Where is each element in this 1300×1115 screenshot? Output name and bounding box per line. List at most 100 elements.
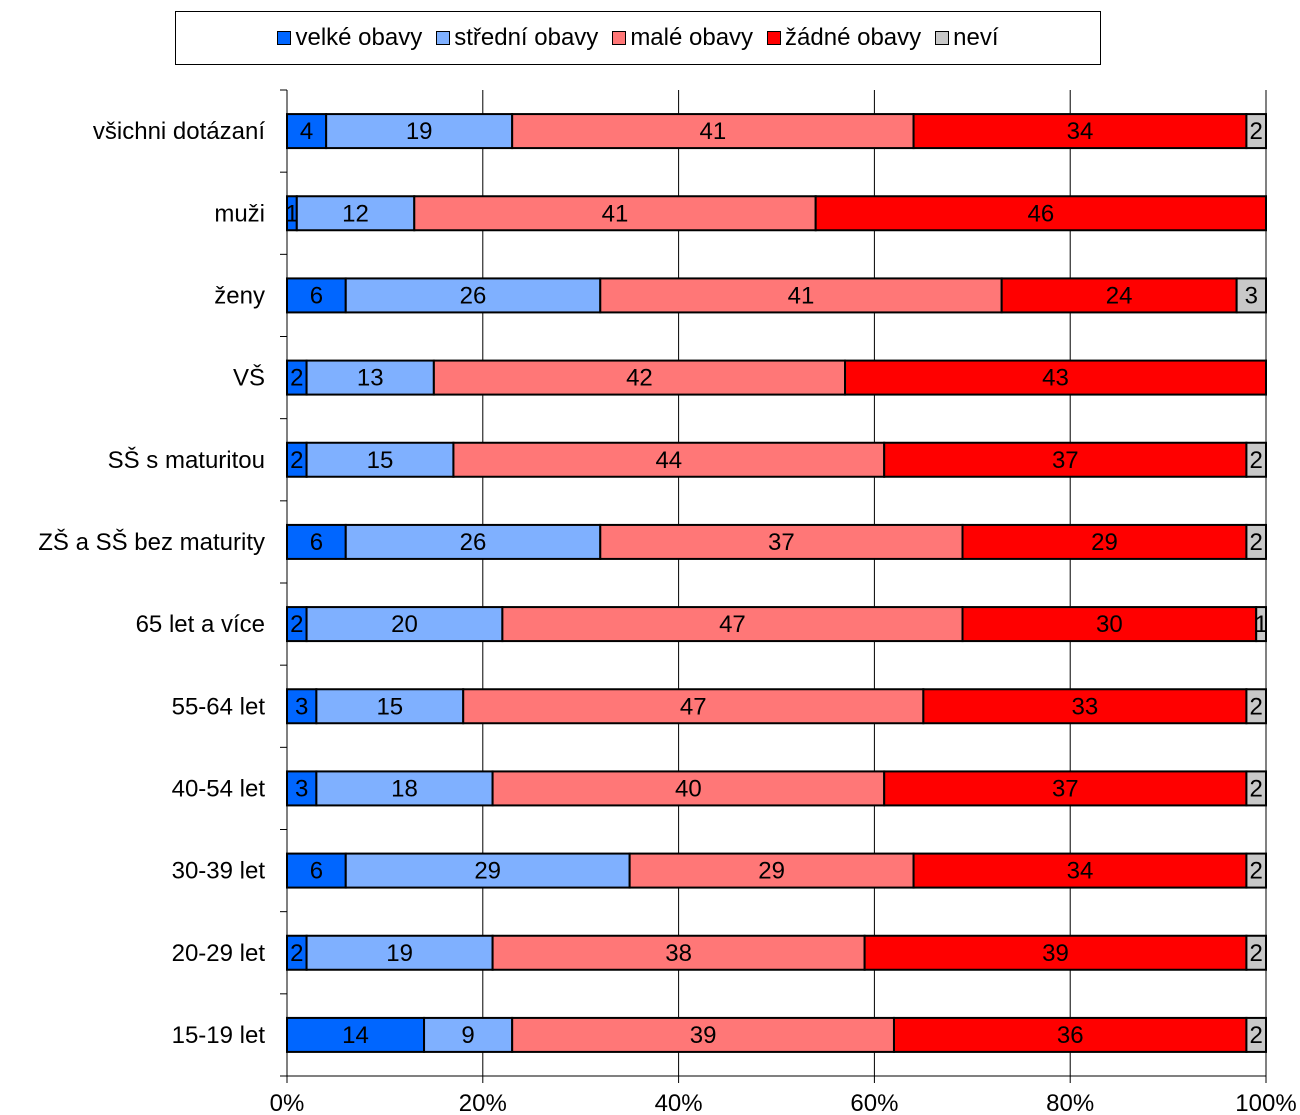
data-label: 47 xyxy=(680,693,707,720)
data-label: 19 xyxy=(406,118,433,145)
bar-segment xyxy=(286,770,318,807)
data-label: 6 xyxy=(310,529,323,556)
data-label: 39 xyxy=(690,1022,717,1049)
bar-segment xyxy=(286,113,328,150)
legend-swatch xyxy=(436,31,451,45)
data-label: 3 xyxy=(295,775,308,802)
data-label: 1 xyxy=(1254,611,1267,638)
chart-legend: velké obavy střední obavy malé obavy žádné … xyxy=(175,11,1101,65)
bar-segment xyxy=(1235,277,1268,314)
data-label: 15 xyxy=(367,447,394,474)
data-label: 29 xyxy=(1091,529,1118,556)
data-label: 9 xyxy=(461,1022,474,1049)
bar-segment xyxy=(599,523,964,560)
bar-segment xyxy=(1245,770,1268,807)
x-tick-label: 80% xyxy=(1046,1090,1094,1115)
data-label: 26 xyxy=(460,529,487,556)
category-label: ženy xyxy=(214,282,265,309)
data-label: 13 xyxy=(357,365,384,392)
legend-label: žádné obavy xyxy=(785,24,922,51)
bar-segment xyxy=(1245,113,1268,150)
bar-segment xyxy=(628,852,915,889)
data-label: 19 xyxy=(386,940,413,967)
data-label: 34 xyxy=(1067,118,1094,145)
bar-segment xyxy=(423,1016,514,1053)
legend-item: malé obavy xyxy=(612,24,753,52)
data-label: 2 xyxy=(1250,529,1263,556)
bar-segment xyxy=(462,688,925,725)
data-label: 42 xyxy=(626,365,653,392)
bar-segment xyxy=(344,277,602,314)
data-label: 2 xyxy=(1250,118,1263,145)
data-label: 6 xyxy=(310,282,323,309)
legend-item: neví xyxy=(935,24,999,52)
bar-segment xyxy=(883,441,1248,478)
category-label: 40-54 let xyxy=(172,775,266,802)
bar-segment xyxy=(1245,523,1268,560)
data-label: 2 xyxy=(290,447,303,474)
category-label: 55-64 let xyxy=(172,693,266,720)
data-label: 36 xyxy=(1057,1022,1084,1049)
data-label: 47 xyxy=(719,611,746,638)
data-label: 12 xyxy=(342,200,369,227)
bar-segment xyxy=(325,113,514,150)
legend-item: žádné obavy xyxy=(767,24,921,52)
bar-segment xyxy=(1255,606,1267,643)
data-label: 18 xyxy=(391,775,418,802)
legend-label: malé obavy xyxy=(630,24,754,51)
bar-segment xyxy=(432,359,847,396)
data-label: 2 xyxy=(1250,858,1263,885)
bar-segment xyxy=(961,606,1258,643)
data-label: 2 xyxy=(1250,693,1263,720)
data-label: 2 xyxy=(290,611,303,638)
legend-label: střední obavy xyxy=(454,24,599,51)
legend-swatch xyxy=(277,31,292,45)
bar-segment xyxy=(892,1016,1248,1053)
data-label: 37 xyxy=(1052,775,1079,802)
bar-segment xyxy=(599,277,1003,314)
data-label: 39 xyxy=(1042,940,1069,967)
category-label: všichni dotázaní xyxy=(93,118,265,145)
bar-segment xyxy=(295,195,416,232)
x-tick-label: 0% xyxy=(270,1090,305,1115)
bar-segment xyxy=(814,195,1267,232)
bar-segment xyxy=(491,770,886,807)
legend-item: střední obavy xyxy=(436,24,598,52)
category-label: 15-19 let xyxy=(172,1022,266,1049)
bar-segment xyxy=(305,441,455,478)
bar-segment xyxy=(491,934,866,971)
legend-swatch xyxy=(935,31,950,45)
bar-segment xyxy=(844,359,1268,396)
bar-segment xyxy=(912,113,1248,150)
data-label: 43 xyxy=(1042,365,1069,392)
data-label: 3 xyxy=(295,693,308,720)
data-label: 3 xyxy=(1245,282,1258,309)
legend-swatch xyxy=(767,31,782,45)
legend-item: velké obavy xyxy=(277,24,422,52)
category-label: SŠ s maturitou xyxy=(108,446,265,474)
x-tick-label: 100% xyxy=(1235,1090,1296,1115)
legend-label: velké obavy xyxy=(295,24,423,51)
category-label: 30-39 let xyxy=(172,858,266,885)
category-label: ZŠ a SŠ bez maturity xyxy=(38,528,265,556)
data-label: 2 xyxy=(290,365,303,392)
data-label: 6 xyxy=(310,858,323,885)
category-label: 20-29 let xyxy=(172,940,266,967)
bar-segment xyxy=(961,523,1248,560)
bar-segment xyxy=(1245,688,1268,725)
data-label: 33 xyxy=(1072,693,1099,720)
legend-swatch xyxy=(612,31,627,45)
bar-segment xyxy=(1245,852,1268,889)
bar-segment xyxy=(286,688,318,725)
data-label: 20 xyxy=(391,611,418,638)
data-label: 41 xyxy=(602,200,629,227)
data-label: 40 xyxy=(675,775,702,802)
data-label: 37 xyxy=(768,529,795,556)
bar-segment xyxy=(1245,441,1268,478)
bar-segment xyxy=(286,852,347,889)
bar-segment xyxy=(1000,277,1238,314)
data-label: 15 xyxy=(376,693,403,720)
legend-label: neví xyxy=(953,24,999,51)
data-label: 29 xyxy=(474,858,501,885)
